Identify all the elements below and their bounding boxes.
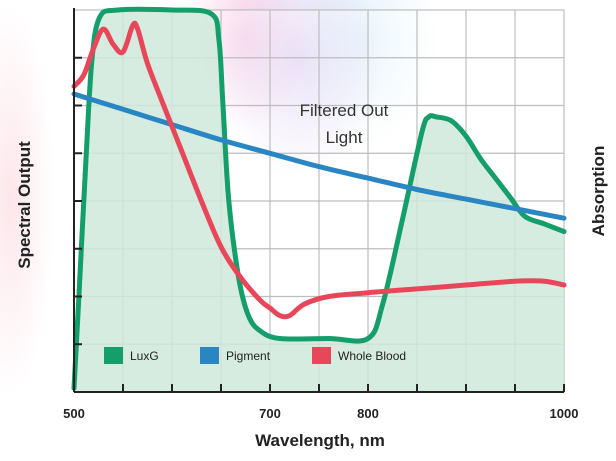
- x-tick-labels: 500 700 800 1000: [63, 406, 578, 421]
- whole-blood-line: [71, 20, 567, 320]
- annotation-line-2: Light: [326, 128, 363, 147]
- pigment-legend-label: Pigment: [226, 349, 271, 363]
- series-lines: [71, 6, 567, 391]
- pigment-legend-swatch: [200, 347, 219, 364]
- luxg-area: [74, 9, 564, 393]
- x-axis-title: Wavelength, nm: [255, 431, 385, 450]
- whole-blood-legend-swatch: [312, 347, 331, 364]
- y-axis-title-left: Spectral Output: [15, 141, 34, 269]
- luxg-fill-area: [74, 9, 564, 393]
- x-tick-label-1000: 1000: [550, 406, 579, 421]
- luxg-legend-label: LuxG: [130, 349, 159, 363]
- x-tick-label-500: 500: [63, 406, 85, 421]
- pigment-line: [71, 91, 567, 221]
- annotation-line-1: Filtered Out: [300, 101, 389, 120]
- luxg-line: [71, 6, 567, 391]
- x-tick-label-700: 700: [259, 406, 281, 421]
- legend: LuxG Pigment Whole Blood: [104, 347, 406, 364]
- axes: [73, 8, 565, 393]
- x-tick-label-800: 800: [357, 406, 379, 421]
- luxg-legend-swatch: [104, 347, 123, 364]
- y-axis-title-right: Absorption: [589, 146, 608, 237]
- whole-blood-legend-label: Whole Blood: [338, 349, 406, 363]
